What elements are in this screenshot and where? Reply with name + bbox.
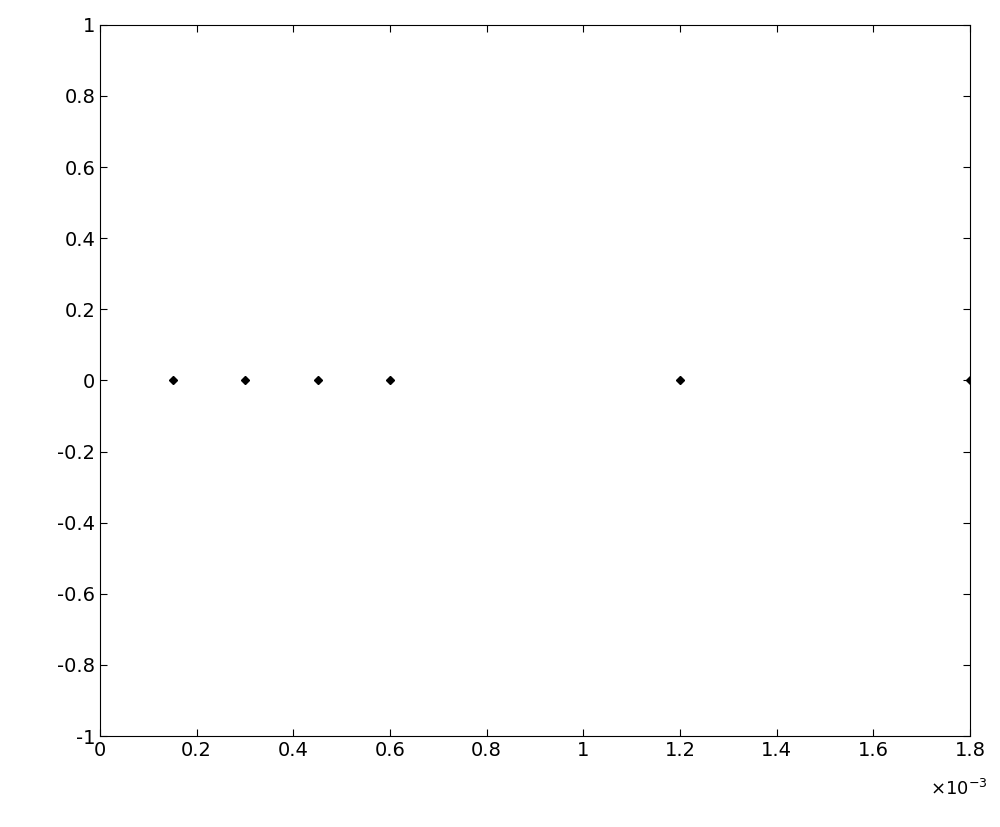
Text: $\times 10^{-3}$: $\times 10^{-3}$ xyxy=(930,779,987,799)
